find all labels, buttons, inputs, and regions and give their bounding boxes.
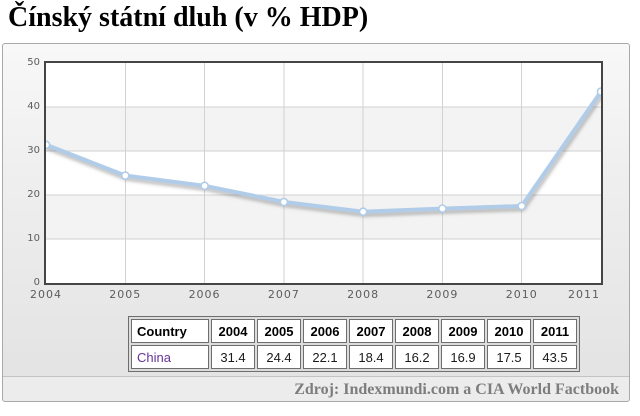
table-header-cell: Country <box>131 319 209 343</box>
x-axis-label: 2005 <box>109 288 142 301</box>
table-header-cell: 2005 <box>257 319 301 343</box>
data-point-marker <box>120 171 130 180</box>
plot-area <box>44 61 603 285</box>
data-point-marker <box>358 207 368 217</box>
y-axis-label: 30 <box>27 145 40 156</box>
y-axis-label: 40 <box>27 101 40 112</box>
table-header-cell: 2010 <box>487 319 531 343</box>
data-point-marker <box>279 197 289 207</box>
value-cell: 16.2 <box>395 345 439 369</box>
grid-band <box>46 195 601 239</box>
table-header-cell: 2009 <box>441 319 485 343</box>
value-cell: 22.1 <box>303 345 347 369</box>
series-line <box>46 89 601 214</box>
x-axis-label: 2007 <box>267 288 300 301</box>
table-header-cell: 2004 <box>211 319 255 343</box>
x-axis-label: 2006 <box>188 288 221 301</box>
source-label: Zdroj: Indexmundi.com a CIA World Factbo… <box>294 381 619 398</box>
table-row: China 31.4 24.4 22.1 18.4 16.2 16.9 17.5 43.5 <box>131 345 577 369</box>
table-header-cell: 2011 <box>533 319 577 343</box>
value-cell: 31.4 <box>211 345 255 369</box>
country-link[interactable]: China <box>137 349 171 365</box>
series-line-shadow <box>46 93 601 217</box>
chart-panel: 50 40 30 20 10 0 2004 2005 2006 2007 2008 2009 2010… <box>2 43 630 402</box>
x-axis-label: 2004 <box>30 288 62 301</box>
y-axis-label: 0 <box>33 277 40 288</box>
data-point-marker <box>200 181 209 191</box>
value-cell: 18.4 <box>349 345 393 369</box>
y-axis-label: 20 <box>27 189 40 200</box>
y-axis-label: 50 <box>27 57 40 68</box>
value-cell: 24.4 <box>257 345 301 369</box>
value-cell: 16.9 <box>441 345 485 369</box>
data-point-marker <box>517 201 527 211</box>
data-point-marker <box>46 140 51 150</box>
value-cell: 17.5 <box>487 345 531 369</box>
plot-svg <box>46 63 601 283</box>
table-header-row: Country 2004 2005 2006 2007 2008 2009 2010 2011 <box>131 319 577 343</box>
table-header-cell: 2006 <box>303 319 347 343</box>
data-point-marker <box>437 204 447 213</box>
table-header-cell: 2007 <box>349 319 393 343</box>
page-title: Čínský státní dluh (v % HDP) <box>8 2 369 33</box>
value-cell: 43.5 <box>533 345 577 369</box>
x-axis-label: 2008 <box>347 288 380 301</box>
x-axis-label: 2010 <box>505 288 538 301</box>
source-footer: Zdroj: Indexmundi.com a CIA World Factbo… <box>3 376 629 401</box>
x-axis-label: 2011 <box>568 288 600 301</box>
data-point-marker <box>596 87 601 96</box>
grid-band <box>46 107 601 151</box>
country-cell: China <box>131 345 209 369</box>
table-header-cell: 2008 <box>395 319 439 343</box>
y-axis-label: 10 <box>27 233 40 244</box>
x-axis-label: 2009 <box>426 288 459 301</box>
data-table: Country 2004 2005 2006 2007 2008 2009 2010 2011 C… <box>128 316 580 372</box>
